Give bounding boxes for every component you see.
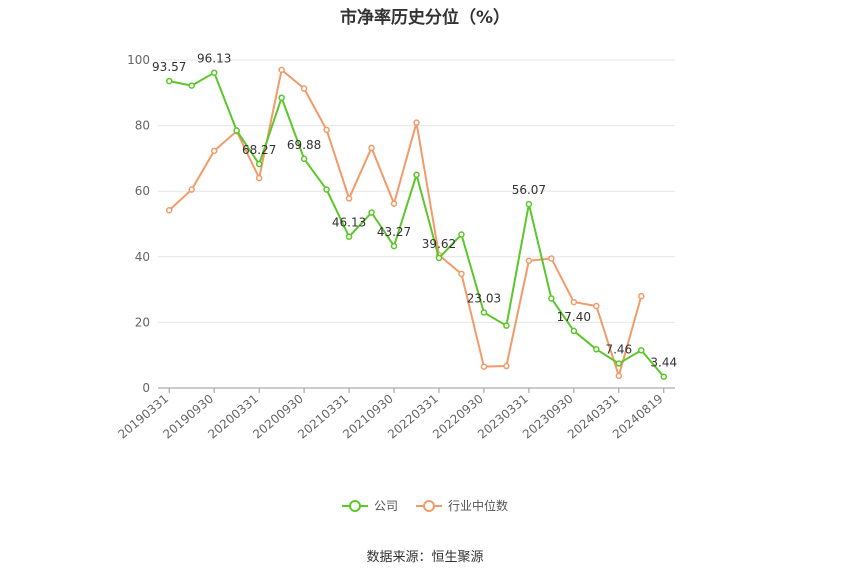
data-label-company-0: 93.57 xyxy=(152,60,186,74)
point-company-7 xyxy=(323,186,330,193)
point-company-14 xyxy=(480,309,488,316)
legend-marker-industry-icon xyxy=(416,499,442,512)
point-industry-6 xyxy=(300,85,308,92)
point-company-11 xyxy=(413,171,420,179)
point-industry-9 xyxy=(368,144,375,152)
data-source: 数据来源：恒生聚源 xyxy=(366,550,484,565)
y-tick-label-0: 0 xyxy=(142,381,150,395)
legend-label-industry: 行业中位数 xyxy=(448,499,509,513)
point-industry-10 xyxy=(390,200,398,207)
data-label-company-18: 17.40 xyxy=(557,310,591,324)
point-company-18 xyxy=(570,327,578,335)
chart-title: 市净率历史分位（%） xyxy=(339,8,511,28)
point-industry-18 xyxy=(570,298,578,306)
point-company-0 xyxy=(165,77,173,85)
point-industry-16 xyxy=(525,257,533,264)
point-industry-7 xyxy=(323,126,330,134)
data-label-company-22: 3.44 xyxy=(650,356,677,370)
y-tick-label-100: 100 xyxy=(127,53,150,67)
data-label-company-2: 96.13 xyxy=(197,52,231,66)
point-company-10 xyxy=(390,242,398,250)
point-industry-8 xyxy=(345,195,353,202)
point-company-3 xyxy=(233,127,240,134)
data-label-company-14: 23.03 xyxy=(467,291,501,305)
legend-marker-company-icon xyxy=(341,499,368,512)
point-company-4 xyxy=(255,160,263,168)
data-label-company-10: 43.27 xyxy=(377,225,411,239)
point-company-8 xyxy=(345,233,353,240)
point-company-1 xyxy=(188,82,195,89)
point-company-15 xyxy=(503,322,510,329)
series-line-company xyxy=(169,71,665,378)
point-industry-21 xyxy=(638,292,645,300)
legend-item-company[interactable]: 公司 xyxy=(341,497,398,514)
data-label-company-6: 69.88 xyxy=(287,138,321,152)
point-company-17 xyxy=(548,295,555,302)
data-label-company-12: 39.62 xyxy=(422,237,456,251)
point-industry-20 xyxy=(615,372,623,380)
point-company-16 xyxy=(525,200,533,208)
point-company-2 xyxy=(210,69,218,76)
data-label-company-4: 68.27 xyxy=(242,143,276,157)
grid-lines xyxy=(158,59,675,323)
data-labels: 93.57 96.13 68.27 69.88 46.13 43.27 39.62 23.03… xyxy=(152,52,677,370)
point-company-5 xyxy=(278,94,285,101)
data-label-company-8: 46.13 xyxy=(332,216,366,230)
point-company-6 xyxy=(300,155,308,163)
point-company-19 xyxy=(593,346,600,353)
point-company-12 xyxy=(435,254,443,262)
legend-label-company: 公司 xyxy=(373,499,398,513)
point-industry-15 xyxy=(503,362,510,370)
data-label-company-16: 56.07 xyxy=(512,183,546,197)
point-company-9 xyxy=(368,209,375,216)
line-chart: 0204060801002019033120190930202003312020… xyxy=(115,52,677,442)
point-industry-0 xyxy=(165,206,173,214)
y-tick-label-80: 80 xyxy=(135,119,150,133)
legend: 公司 行业中位数 xyxy=(0,497,850,514)
y-tick-label-40: 40 xyxy=(135,250,150,264)
data-label-company-20: 7.46 xyxy=(605,343,632,357)
point-industry-11 xyxy=(413,119,420,126)
point-company-22 xyxy=(660,373,668,380)
series-layer xyxy=(165,66,668,380)
point-company-20 xyxy=(615,360,623,367)
series-line-industry xyxy=(168,68,643,377)
point-company-21 xyxy=(638,347,645,354)
y-tick-label-20: 20 xyxy=(135,315,150,329)
point-industry-5 xyxy=(278,66,285,74)
point-industry-2 xyxy=(210,147,218,155)
point-industry-4 xyxy=(255,174,263,182)
x-tick-label-20240819: 20240819 xyxy=(610,392,666,442)
point-industry-14 xyxy=(480,363,488,370)
point-industry-19 xyxy=(593,302,600,310)
point-industry-13 xyxy=(458,270,465,278)
y-tick-label-60: 60 xyxy=(135,184,150,198)
legend-item-industry[interactable]: 行业中位数 xyxy=(416,497,508,514)
point-industry-1 xyxy=(188,186,195,193)
point-company-13 xyxy=(458,231,465,238)
point-industry-17 xyxy=(548,255,555,262)
